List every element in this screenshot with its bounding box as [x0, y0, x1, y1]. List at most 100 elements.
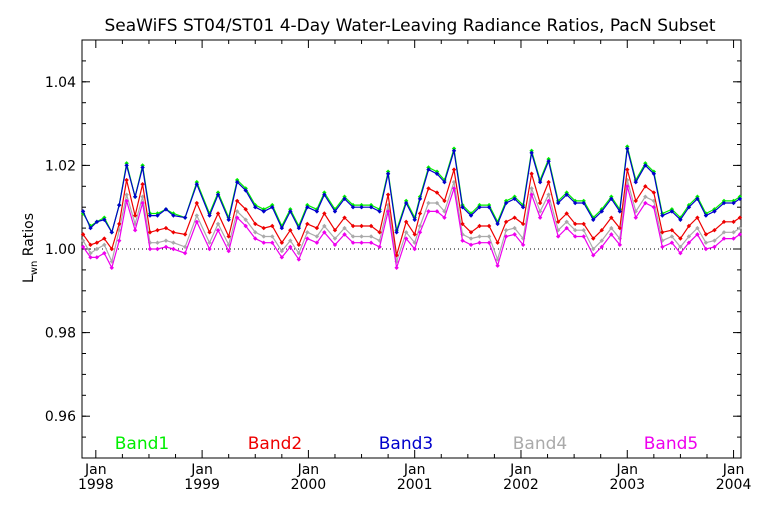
data-point: [529, 192, 534, 197]
data-point: [102, 242, 107, 248]
data-point: [412, 232, 417, 237]
data-point: [332, 209, 338, 214]
data-point: [350, 240, 356, 245]
data-point: [703, 246, 709, 252]
data-point: [669, 234, 675, 239]
data-point: [460, 238, 465, 243]
data-point: [564, 211, 569, 216]
data-point: [737, 232, 743, 237]
data-point: [350, 234, 356, 239]
data-point: [288, 209, 293, 214]
data-point: [296, 225, 302, 231]
data-point: [417, 211, 423, 216]
data-point: [194, 219, 199, 225]
data-point: [207, 213, 212, 218]
data-point: [581, 234, 586, 239]
data-point: [261, 225, 266, 231]
legend: Band1 Band2 Band3 Band4 Band5: [115, 434, 698, 454]
data-point: [253, 236, 258, 241]
data-point: [80, 232, 86, 237]
data-point: [368, 234, 374, 239]
data-point: [243, 217, 248, 222]
data-point: [359, 240, 364, 245]
data-point: [314, 209, 320, 214]
data-point: [102, 236, 107, 241]
data-point: [296, 242, 302, 248]
data-point: [194, 213, 199, 218]
x-tick-month: Jan: [190, 462, 213, 478]
data-point: [633, 179, 638, 185]
data-point: [737, 225, 743, 231]
data-point: [617, 242, 623, 248]
data-point: [599, 209, 604, 214]
data-point: [394, 265, 399, 271]
data-point: [368, 240, 374, 245]
data-point: [155, 213, 160, 218]
data-point: [215, 227, 221, 233]
data-point: [155, 246, 160, 252]
data-point: [512, 215, 517, 220]
data-point: [512, 225, 517, 231]
data-point: [305, 205, 310, 210]
data-point: [163, 225, 169, 231]
data-point: [503, 200, 509, 206]
data-point: [194, 182, 199, 187]
data-point: [322, 230, 327, 235]
data-point: [591, 236, 596, 241]
data-point: [342, 232, 347, 237]
x-tick-year: 2000: [291, 477, 327, 493]
data-point: [426, 167, 431, 172]
data-point: [163, 244, 169, 250]
y-tick-label: 1.00: [45, 242, 76, 258]
data-point: [520, 205, 526, 210]
data-point: [599, 227, 604, 233]
data-point: [417, 230, 423, 235]
data-point: [117, 227, 122, 233]
data-point: [234, 198, 240, 204]
data-point: [140, 194, 145, 199]
data-point: [215, 211, 221, 216]
data-point: [253, 205, 258, 210]
y-tick-label: 0.96: [45, 409, 76, 425]
data-point: [581, 221, 586, 227]
data-point: [350, 223, 356, 229]
x-tick-month: Jan: [722, 462, 745, 478]
data-point: [503, 219, 509, 225]
data-point: [234, 215, 240, 220]
data-point: [171, 246, 176, 252]
data-point: [147, 246, 153, 252]
data-point: [359, 223, 364, 229]
data-point: [270, 205, 275, 210]
data-point: [342, 215, 347, 220]
data-point: [495, 263, 500, 268]
data-point: [226, 217, 231, 222]
data-point: [546, 179, 551, 185]
data-point: [253, 221, 258, 227]
data-point: [155, 240, 160, 245]
data-point: [226, 248, 231, 254]
data-point: [520, 242, 526, 248]
data-point: [207, 240, 212, 245]
data-point: [94, 219, 100, 225]
data-point: [288, 238, 293, 243]
data-point: [546, 192, 551, 197]
data-point: [643, 194, 648, 199]
data-point: [712, 244, 717, 250]
data-point: [171, 213, 176, 218]
data-point: [132, 227, 138, 233]
data-point: [451, 186, 457, 191]
data-point: [451, 148, 457, 153]
data-point: [686, 234, 692, 239]
data-point: [332, 227, 338, 233]
data-point: [529, 150, 534, 156]
x-tick-year: 2001: [397, 477, 433, 493]
data-point: [617, 236, 623, 241]
data-point: [243, 188, 248, 193]
data-point: [332, 236, 338, 241]
data-point: [721, 230, 727, 235]
data-point: [261, 240, 266, 245]
data-point: [417, 196, 423, 202]
data-point: [599, 244, 604, 250]
series-line-band1: [82, 146, 741, 234]
